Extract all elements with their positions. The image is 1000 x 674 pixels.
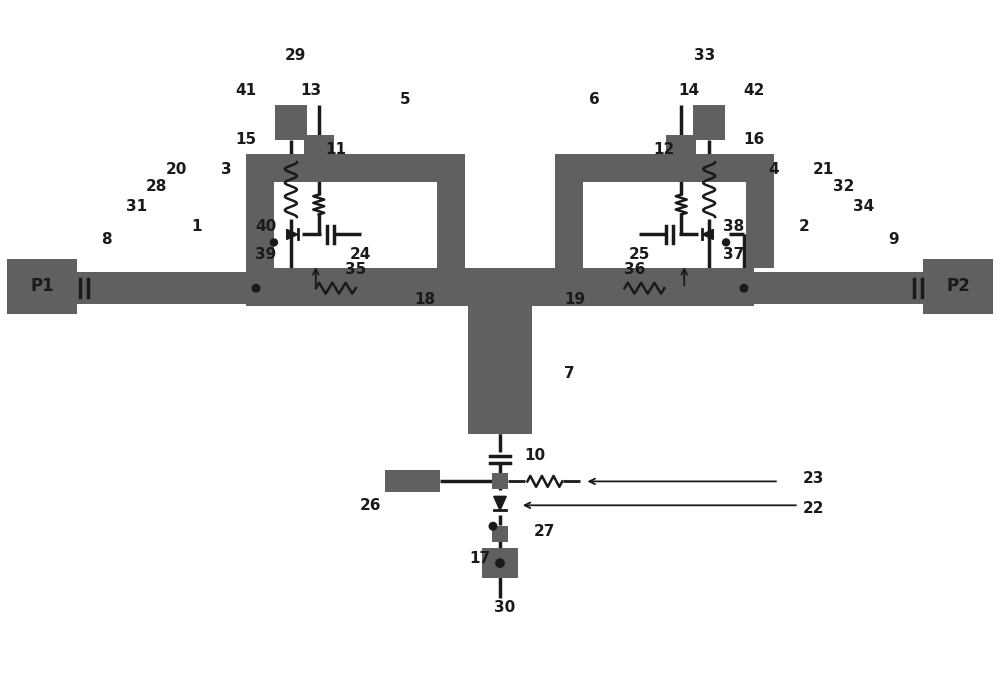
Bar <box>246 268 754 306</box>
Bar <box>492 526 508 542</box>
Text: 11: 11 <box>325 142 346 157</box>
Bar <box>468 304 532 433</box>
Circle shape <box>496 559 504 568</box>
Text: 36: 36 <box>624 262 645 277</box>
Text: 33: 33 <box>694 48 715 63</box>
Text: 19: 19 <box>564 292 585 307</box>
Text: 23: 23 <box>803 471 824 486</box>
Bar <box>749 272 923 304</box>
Circle shape <box>740 284 748 292</box>
Bar <box>246 154 455 181</box>
Bar <box>274 181 437 268</box>
Bar <box>555 154 764 181</box>
Circle shape <box>270 239 277 246</box>
Text: 20: 20 <box>166 162 187 177</box>
Bar <box>492 473 508 489</box>
Bar <box>555 154 583 268</box>
Bar <box>482 548 518 578</box>
Text: 3: 3 <box>221 162 231 177</box>
Text: 26: 26 <box>360 498 381 513</box>
Text: 6: 6 <box>589 92 600 107</box>
Bar <box>304 135 334 180</box>
Bar <box>693 105 725 140</box>
Text: P1: P1 <box>30 277 54 295</box>
Circle shape <box>252 284 260 292</box>
Text: 37: 37 <box>723 247 745 262</box>
Bar <box>746 154 774 268</box>
Bar <box>583 181 746 268</box>
Text: 25: 25 <box>629 247 650 262</box>
Bar <box>246 154 274 268</box>
Bar <box>385 470 440 493</box>
Text: 38: 38 <box>723 219 745 234</box>
Bar <box>437 154 465 268</box>
Text: 31: 31 <box>126 199 147 214</box>
Text: 28: 28 <box>146 179 167 194</box>
Bar <box>666 135 696 180</box>
Text: 7: 7 <box>564 367 575 381</box>
Text: 12: 12 <box>654 142 675 157</box>
Text: 40: 40 <box>255 219 277 234</box>
Bar <box>275 105 307 140</box>
Text: 32: 32 <box>833 179 854 194</box>
Text: 22: 22 <box>803 501 824 516</box>
Text: 34: 34 <box>853 199 874 214</box>
Text: P2: P2 <box>946 277 970 295</box>
Bar <box>923 259 993 314</box>
Polygon shape <box>494 496 506 510</box>
Bar <box>77 272 251 304</box>
Text: 41: 41 <box>235 82 257 98</box>
Polygon shape <box>287 229 298 239</box>
Text: 17: 17 <box>470 551 491 565</box>
Text: 10: 10 <box>524 448 545 463</box>
Circle shape <box>489 522 497 530</box>
Text: 30: 30 <box>494 601 516 615</box>
Text: 1: 1 <box>191 219 202 234</box>
Text: 42: 42 <box>743 82 765 98</box>
Text: 2: 2 <box>798 219 809 234</box>
Bar <box>7 259 77 314</box>
Text: 35: 35 <box>345 262 366 277</box>
Text: 15: 15 <box>235 132 257 148</box>
Text: 18: 18 <box>415 292 436 307</box>
Text: 8: 8 <box>101 232 112 247</box>
Polygon shape <box>702 229 713 239</box>
Text: 27: 27 <box>534 524 556 539</box>
Text: 13: 13 <box>300 82 321 98</box>
Text: 24: 24 <box>350 247 371 262</box>
Text: 14: 14 <box>679 82 700 98</box>
Text: 9: 9 <box>888 232 899 247</box>
Text: 39: 39 <box>255 247 277 262</box>
Text: 5: 5 <box>400 92 411 107</box>
Circle shape <box>723 239 730 246</box>
Text: 4: 4 <box>769 162 779 177</box>
Text: 16: 16 <box>743 132 765 148</box>
Text: 29: 29 <box>285 48 307 63</box>
Text: 21: 21 <box>813 162 834 177</box>
